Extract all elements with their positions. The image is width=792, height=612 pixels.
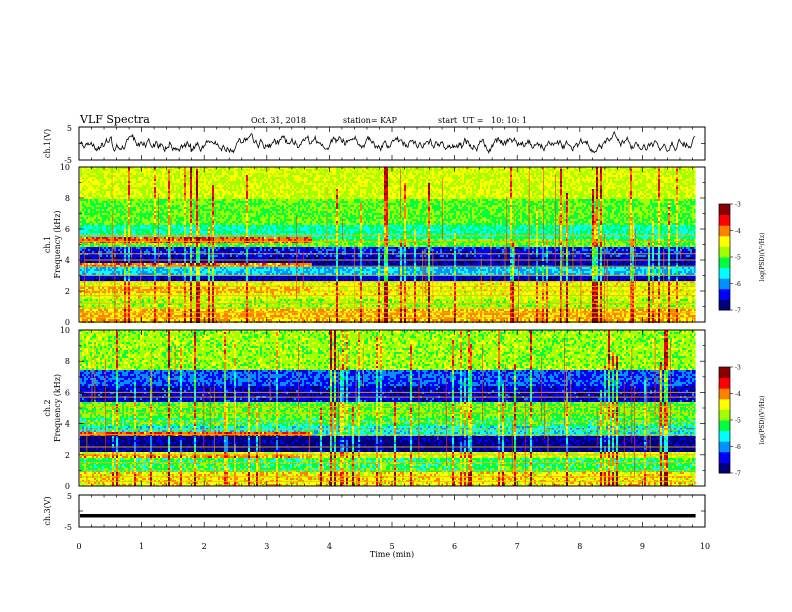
colorbar-tick-label: -7	[735, 471, 741, 478]
colorbar-tick-label: -5	[735, 418, 741, 425]
x-tick-label: 6	[452, 542, 457, 551]
vlf-spectra-figure: 5-5ch.1(V)0246810ch.1 Frequency (kHz)-3-4…	[0, 0, 792, 612]
y-tick-label: 2	[65, 451, 70, 460]
y-tick-label: 0	[65, 482, 70, 491]
y-tick-label: 8	[65, 357, 70, 366]
colorbar-tick-label: -3	[735, 365, 741, 372]
x-tick-label: 7	[515, 542, 520, 551]
colorbar-label: log(PSD)(V²/Hz)	[759, 396, 766, 445]
y-tick-label: 8	[65, 194, 70, 203]
ch2-spectrogram-colorbar	[719, 367, 730, 474]
colorbar-tick-label: -6	[735, 444, 741, 451]
x-tick-label: 10	[700, 542, 710, 551]
y-axis-label: Frequency (kHz)	[53, 374, 62, 442]
x-tick-label: 0	[76, 542, 81, 551]
y-axis-label: Frequency (kHz)	[53, 210, 62, 278]
x-tick-label: 4	[327, 542, 332, 551]
y-tick-label: 5	[67, 492, 72, 501]
colorbar-tick-label: -4	[735, 391, 741, 398]
x-tick-label: 9	[640, 542, 645, 551]
y-tick-label: 4	[65, 256, 70, 265]
y-axis-label: ch.1	[43, 236, 52, 253]
ch1-trace	[80, 132, 695, 153]
colorbar-tick-label: -4	[735, 228, 741, 235]
colorbar-tick-label: -3	[735, 202, 741, 209]
x-axis-label: Time (min)	[370, 550, 414, 559]
colorbar-tick-label: -5	[735, 255, 741, 262]
y-axis-label: ch.1(V)	[43, 129, 52, 158]
y-tick-label: 6	[65, 225, 70, 234]
x-tick-label: 1	[139, 542, 144, 551]
y-axis-label: ch.3(V)	[43, 496, 52, 525]
y-tick-label: 10	[60, 163, 70, 172]
y-tick-label: 5	[67, 124, 72, 133]
y-tick-label: 6	[65, 388, 70, 397]
x-tick-label: 2	[202, 542, 207, 551]
colorbar-tick-label: -6	[735, 281, 741, 288]
y-tick-label: 10	[60, 326, 70, 335]
ch2-spectrogram-image	[80, 330, 696, 486]
colorbar-tick-label: -7	[735, 308, 741, 315]
x-tick-label: 3	[264, 542, 269, 551]
ch1-spectrogram-colorbar	[719, 204, 730, 311]
ch1-spectrogram-image	[80, 167, 696, 323]
y-tick-label: 4	[65, 420, 70, 429]
y-tick-label: -5	[64, 523, 72, 532]
x-tick-label: 8	[577, 542, 582, 551]
y-axis-label: ch.2	[43, 399, 52, 416]
y-tick-label: 2	[65, 287, 70, 296]
colorbar-label: log(PSD)(V²/Hz)	[759, 233, 766, 282]
